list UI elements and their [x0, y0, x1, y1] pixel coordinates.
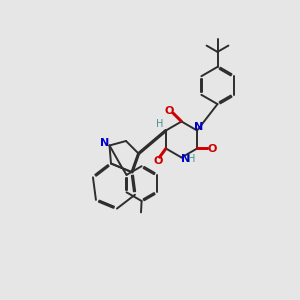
Text: N: N — [194, 122, 203, 132]
Text: O: O — [165, 106, 174, 116]
Text: O: O — [208, 143, 217, 154]
Text: O: O — [153, 156, 163, 166]
Text: H: H — [188, 154, 196, 164]
Text: N: N — [100, 138, 109, 148]
Text: N: N — [182, 154, 190, 164]
Text: H: H — [156, 119, 164, 129]
